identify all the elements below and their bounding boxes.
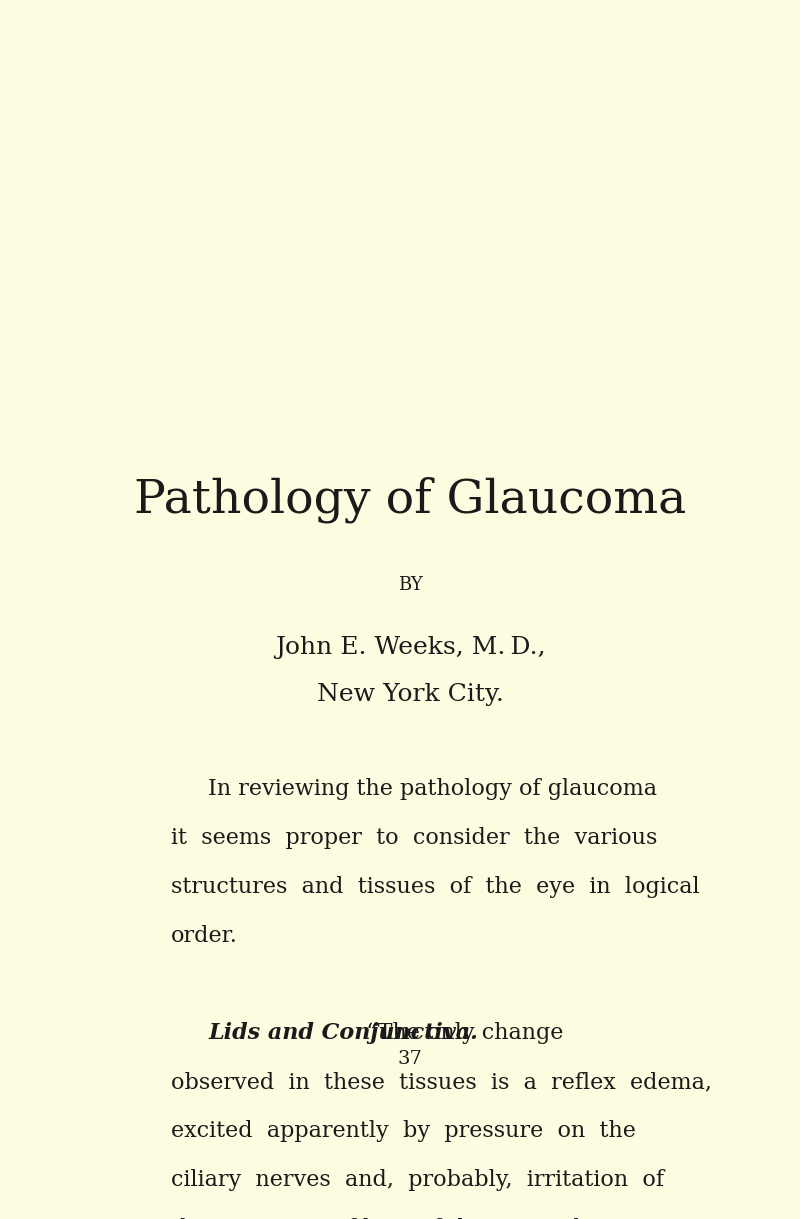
Text: 37: 37 xyxy=(398,1050,422,1068)
Text: New York City.: New York City. xyxy=(317,683,503,706)
Text: John E. Weeks, M. D.,: John E. Weeks, M. D., xyxy=(274,636,546,659)
Text: ciliary  nerves  and,  probably,  irritation  of: ciliary nerves and, probably, irritation… xyxy=(171,1169,664,1191)
Text: structures  and  tissues  of  the  eye  in  logical: structures and tissues of the eye in log… xyxy=(171,876,700,898)
Text: In reviewing the pathology of glaucoma: In reviewing the pathology of glaucoma xyxy=(209,778,658,801)
Text: order.: order. xyxy=(171,925,238,947)
Text: the vaso-motor fibers of the sympathetic.”: the vaso-motor fibers of the sympathetic… xyxy=(171,1218,648,1219)
Text: excited  apparently  by  pressure  on  the: excited apparently by pressure on the xyxy=(171,1120,636,1142)
Text: it  seems  proper  to  consider  the  various: it seems proper to consider the various xyxy=(171,828,658,850)
Text: observed  in  these  tissues  is  a  reflex  edema,: observed in these tissues is a reflex ed… xyxy=(171,1072,712,1093)
Text: “The only change: “The only change xyxy=(352,1023,563,1045)
Text: Pathology of Glaucoma: Pathology of Glaucoma xyxy=(134,477,686,523)
Text: BY: BY xyxy=(398,577,422,594)
Text: Lids and Conjunctiva.: Lids and Conjunctiva. xyxy=(209,1023,478,1045)
